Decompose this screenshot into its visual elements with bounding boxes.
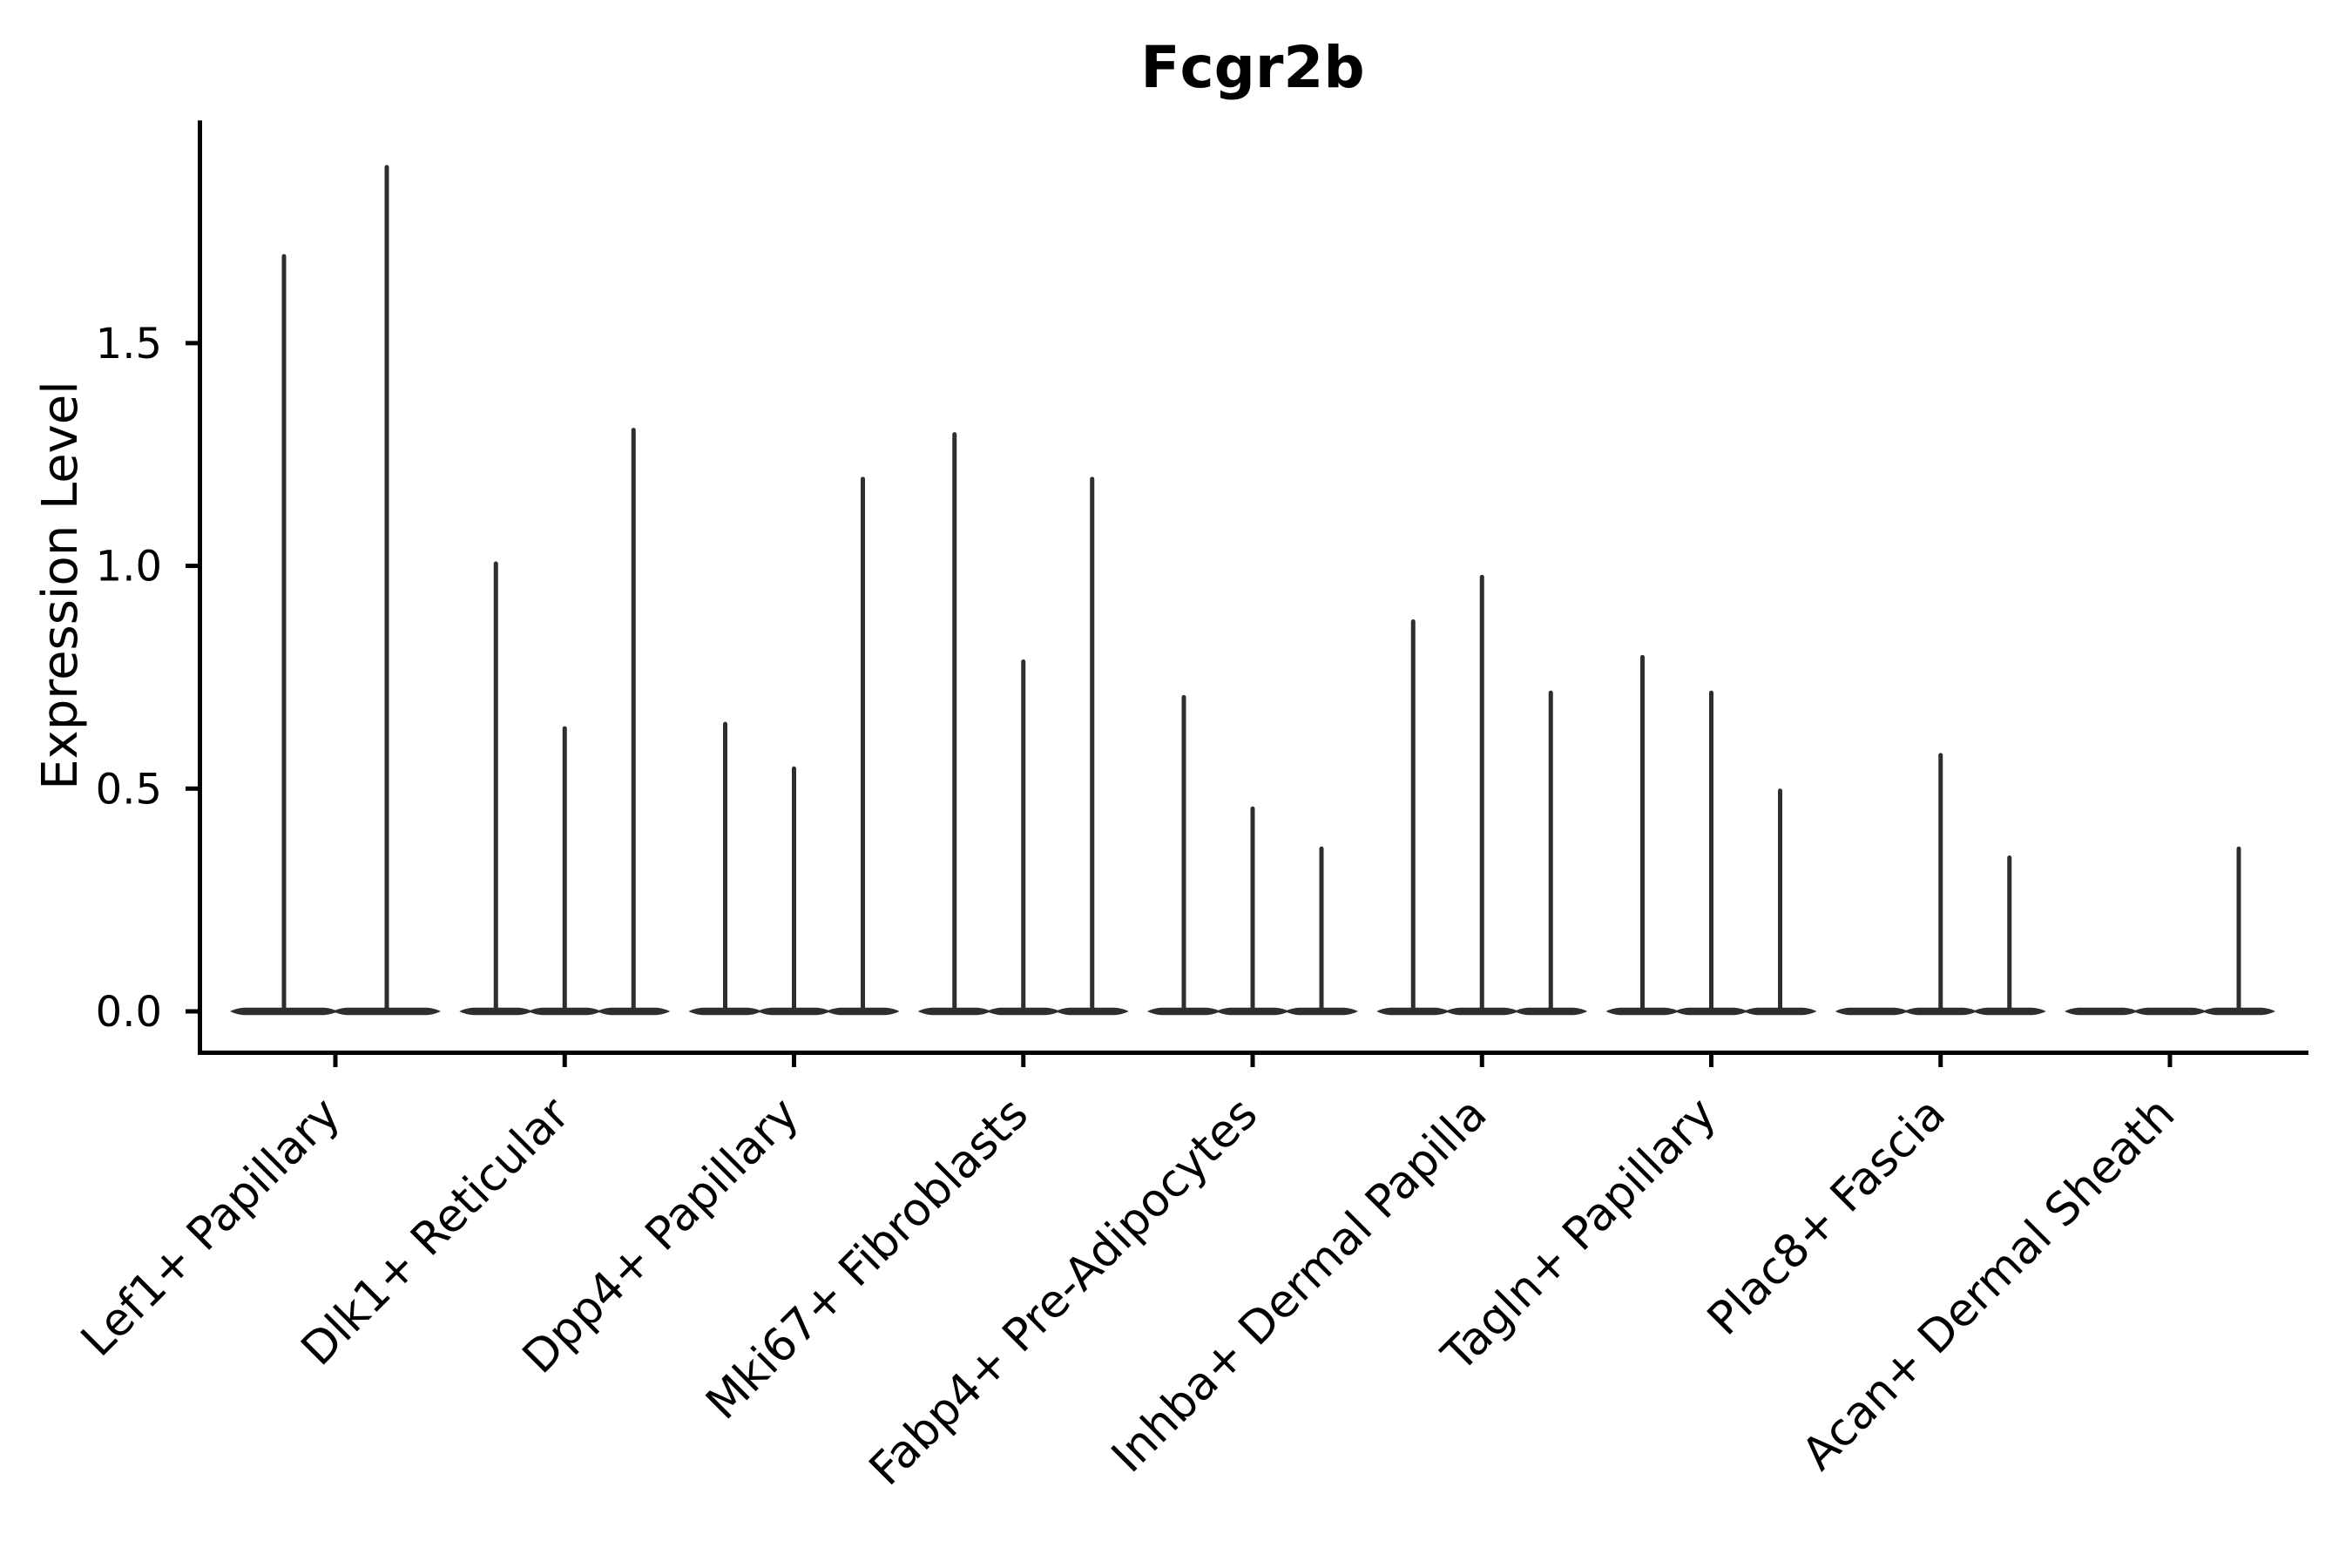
violin-group-7 [1605, 654, 1817, 1016]
violin-group-8 [1835, 753, 2046, 1016]
violin-group-1 [230, 165, 441, 1016]
violin-base [2133, 1007, 2207, 1016]
violin-group-6 [1376, 574, 1588, 1016]
x-tick-label: Inhba+ Dermal Papilla [1102, 1088, 1497, 1483]
y-axis-label: Expression Level [32, 381, 89, 790]
y-tick-label: 0.5 [96, 765, 162, 814]
x-tick-label: Fabp4+ Pre-Adipocytes [860, 1088, 1267, 1496]
violin-group-9 [2065, 846, 2275, 1016]
chart-title: Fcgr2b [1140, 34, 1364, 101]
violin-group-4 [917, 432, 1129, 1016]
y-tick-label: 0.0 [96, 988, 162, 1037]
violin-group-5 [1147, 694, 1358, 1016]
violin-base [2065, 1007, 2138, 1016]
y-tick-label: 1.0 [96, 543, 162, 591]
violin-group-3 [688, 476, 900, 1016]
x-tick-label: Plac8+ Fascia [1698, 1088, 1956, 1346]
y-tick-label: 1.5 [96, 320, 162, 368]
x-tick-label: Acan+ Dermal Sheath [1793, 1088, 2186, 1481]
violin-base [1835, 1007, 1909, 1016]
violin-group-2 [459, 428, 671, 1016]
